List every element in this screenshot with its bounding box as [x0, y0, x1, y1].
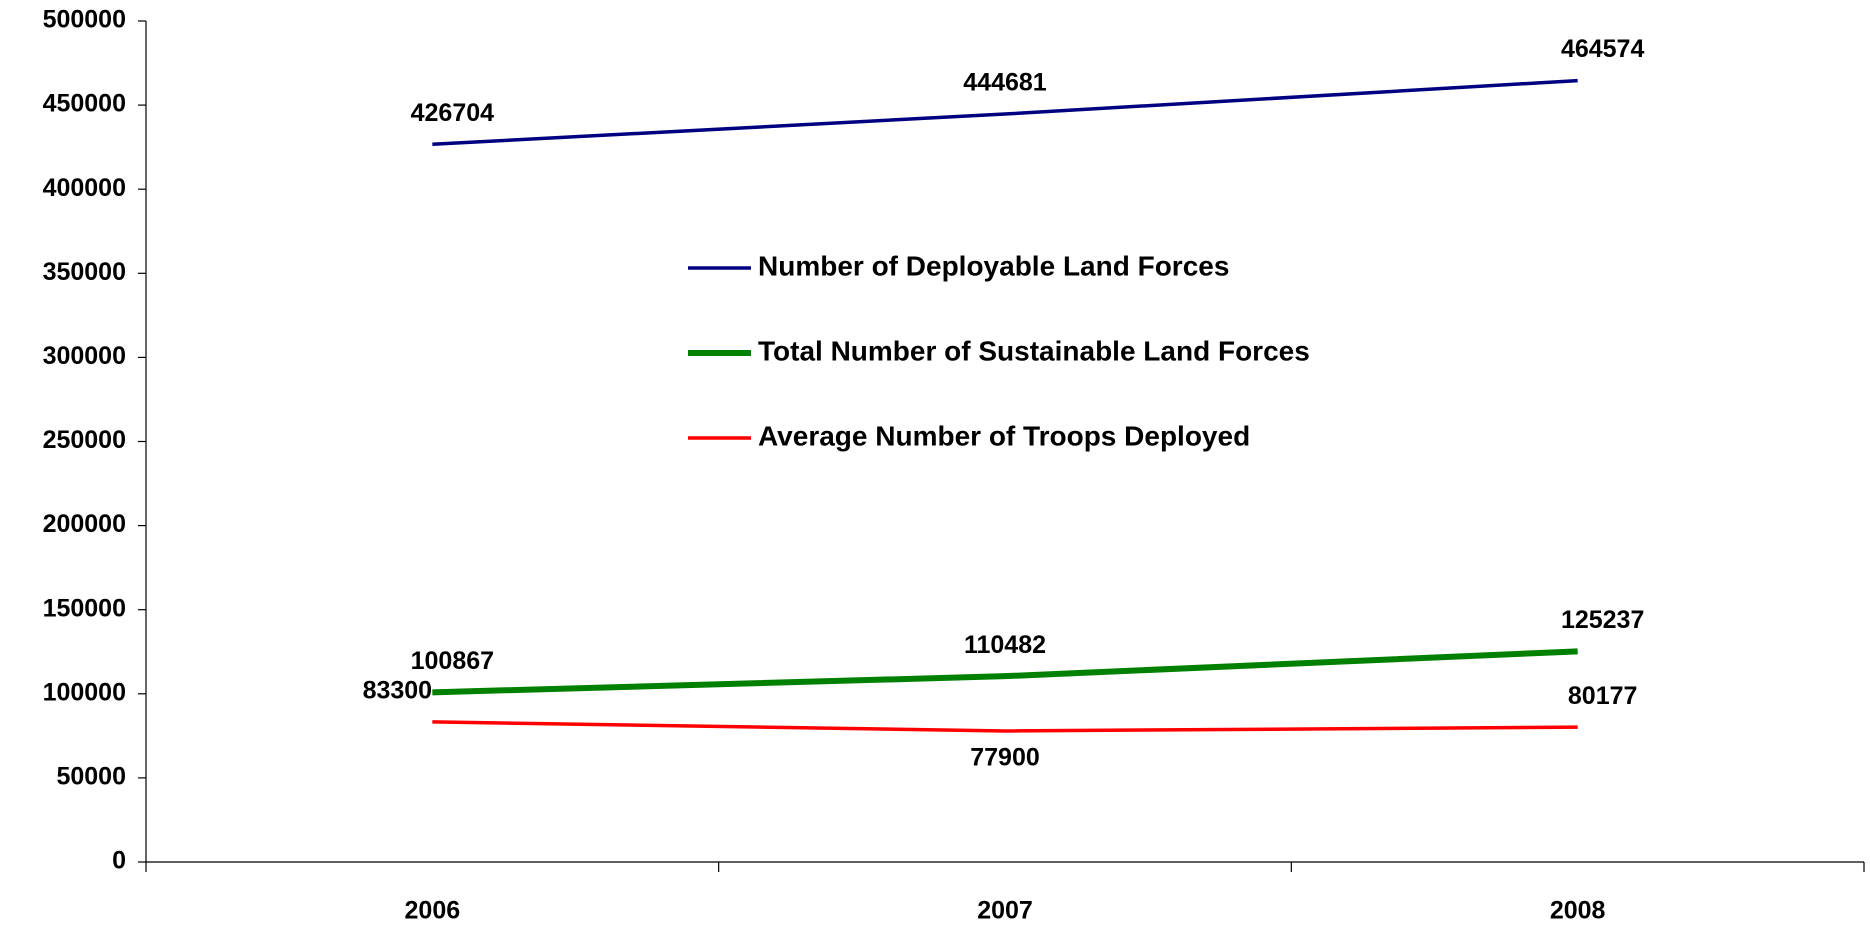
- series-line: [432, 78, 1578, 147]
- data-label: 444681: [963, 69, 1047, 97]
- x-tick-label: 2007: [977, 897, 1033, 925]
- legend-label: Total Number of Sustainable Land Forces: [758, 335, 1310, 366]
- data-label: 77900: [970, 744, 1040, 772]
- y-tick-label: 350000: [43, 258, 126, 286]
- series-line: [432, 720, 1578, 733]
- y-tick-label: 500000: [43, 6, 126, 34]
- legend-label: Average Number of Troops Deployed: [758, 420, 1250, 451]
- data-label: 426704: [411, 99, 495, 127]
- y-tick-label: 200000: [43, 510, 126, 538]
- y-tick-label: 250000: [43, 426, 126, 454]
- y-tick-label: 300000: [43, 342, 126, 370]
- y-tick-label: 400000: [43, 174, 126, 202]
- y-tick-label: 0: [112, 847, 126, 875]
- data-label: 80177: [1568, 682, 1638, 710]
- data-label: 464574: [1561, 35, 1645, 63]
- data-label: 110482: [964, 631, 1046, 659]
- data-label: 83300: [363, 676, 433, 704]
- y-tick-label: 150000: [43, 594, 126, 622]
- x-tick-label: 2008: [1550, 897, 1606, 925]
- y-tick-label: 50000: [56, 763, 126, 791]
- data-label: 100867: [411, 647, 494, 675]
- y-tick-label: 100000: [43, 678, 126, 706]
- legend-label: Number of Deployable Land Forces: [758, 250, 1229, 281]
- series-line: [432, 648, 1578, 696]
- y-tick-label: 450000: [43, 90, 126, 118]
- x-tick-label: 2006: [405, 897, 461, 925]
- data-label: 125237: [1561, 606, 1644, 634]
